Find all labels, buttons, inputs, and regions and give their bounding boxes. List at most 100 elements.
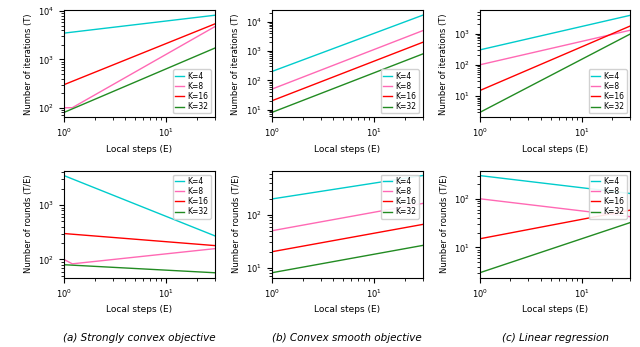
K=4 (419, 13, 426, 17)
K=8 (619, 214, 627, 218)
K=4 (614, 16, 621, 20)
Legend: K=4, K=8, K=16, K=32: K=4, K=8, K=16, K=32 (589, 175, 627, 219)
K=4 (60, 31, 68, 35)
K=4 (516, 178, 524, 183)
K=16 (268, 99, 276, 103)
K=4 (204, 231, 211, 235)
K=16 (516, 229, 524, 233)
Text: (b) Convex smooth objective: (b) Convex smooth objective (273, 333, 422, 343)
K=32 (614, 39, 621, 43)
K=32 (296, 100, 304, 104)
K=32 (277, 269, 285, 273)
K=4 (60, 174, 68, 178)
K=32 (204, 270, 211, 274)
K=8 (274, 228, 282, 232)
K=8 (88, 94, 96, 99)
K=4 (277, 66, 285, 70)
K=16 (198, 27, 205, 31)
X-axis label: Local steps (E): Local steps (E) (314, 305, 380, 314)
K=32 (274, 270, 282, 274)
K=32 (268, 271, 276, 275)
K=16 (504, 231, 511, 236)
K=16 (60, 83, 68, 87)
Y-axis label: Number of iterations (T): Number of iterations (T) (232, 13, 241, 115)
K=4 (308, 54, 316, 59)
K=32 (482, 269, 490, 273)
K=16 (504, 76, 511, 81)
Line: K=4: K=4 (272, 15, 422, 71)
Line: K=32: K=32 (480, 222, 630, 273)
K=8 (504, 200, 511, 204)
K=8 (60, 257, 68, 262)
K=16 (614, 29, 621, 34)
K=4 (308, 191, 316, 195)
Legend: K=4, K=8, K=16, K=32: K=4, K=8, K=16, K=32 (173, 69, 211, 113)
K=32 (411, 245, 419, 249)
X-axis label: Local steps (E): Local steps (E) (106, 305, 172, 314)
K=32 (100, 265, 108, 269)
K=4 (627, 192, 634, 196)
K=16 (296, 88, 304, 92)
K=8 (411, 203, 419, 207)
K=32 (419, 52, 426, 56)
K=8 (296, 76, 304, 81)
K=32 (516, 257, 524, 261)
Line: K=32: K=32 (64, 265, 214, 273)
K=8 (476, 63, 484, 67)
K=32 (308, 95, 316, 99)
K=16 (406, 225, 413, 229)
K=4 (277, 195, 285, 200)
K=4 (211, 234, 218, 238)
K=8 (482, 61, 490, 66)
K=8 (277, 227, 285, 231)
K=8 (100, 87, 108, 92)
K=16 (274, 248, 282, 253)
K=16 (211, 244, 218, 248)
Y-axis label: Number of rounds (T/E): Number of rounds (T/E) (440, 175, 449, 273)
K=16 (614, 210, 621, 214)
K=4 (411, 16, 419, 20)
Line: K=32: K=32 (272, 245, 422, 273)
Line: K=16: K=16 (480, 26, 630, 91)
K=16 (308, 83, 316, 87)
K=4 (476, 174, 484, 178)
X-axis label: Local steps (E): Local steps (E) (522, 145, 588, 154)
K=8 (296, 223, 304, 228)
K=4 (69, 177, 77, 181)
K=32 (627, 220, 634, 225)
K=32 (485, 105, 493, 110)
Line: K=32: K=32 (480, 34, 630, 112)
Y-axis label: Number of rounds (T/E): Number of rounds (T/E) (232, 175, 241, 273)
K=16 (100, 66, 108, 70)
K=8 (198, 248, 206, 252)
X-axis label: Local steps (E): Local steps (E) (314, 145, 380, 154)
K=16 (516, 71, 524, 75)
K=16 (485, 85, 493, 89)
K=16 (411, 224, 419, 228)
K=32 (476, 110, 484, 115)
K=8 (211, 247, 218, 251)
K=4 (66, 176, 74, 180)
K=8 (268, 229, 276, 233)
K=16 (411, 43, 419, 48)
Legend: K=4, K=8, K=16, K=32: K=4, K=8, K=16, K=32 (173, 175, 211, 219)
K=32 (406, 246, 413, 250)
K=4 (268, 69, 276, 74)
K=32 (411, 55, 419, 59)
K=4 (100, 26, 108, 31)
K=32 (476, 271, 484, 275)
Line: K=8: K=8 (272, 203, 422, 231)
K=32 (614, 225, 621, 229)
K=4 (198, 15, 205, 19)
K=16 (66, 80, 74, 84)
K=16 (100, 235, 108, 239)
K=32 (277, 107, 285, 111)
Line: K=8: K=8 (272, 31, 422, 89)
K=8 (406, 204, 413, 208)
Line: K=4: K=4 (64, 176, 214, 236)
Y-axis label: Number of iterations (T): Number of iterations (T) (24, 13, 33, 115)
K=8 (419, 201, 426, 205)
Legend: K=4, K=8, K=16, K=32: K=4, K=8, K=16, K=32 (589, 69, 627, 113)
K=16 (204, 243, 211, 247)
K=8 (60, 106, 68, 110)
